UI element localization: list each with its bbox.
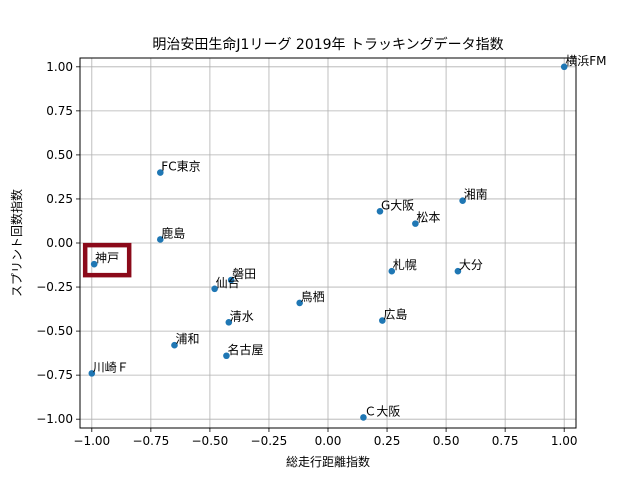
- data-point: [454, 267, 462, 275]
- y-tick-label: 1.00: [46, 60, 73, 74]
- x-tick-label: 0.25: [374, 434, 401, 448]
- y-tick-label: 0.75: [46, 104, 73, 118]
- data-point: [90, 260, 98, 268]
- y-tick-label: −0.25: [36, 280, 73, 294]
- point-label: 清水: [230, 309, 254, 323]
- data-point: [223, 352, 230, 360]
- data-point: [412, 220, 419, 227]
- axis-ticks: −1.00 −0.75 −0.50 −0.25 0.00 0.25 0.50 0.75 1.00…: [36, 60, 577, 448]
- data-point: [296, 299, 303, 307]
- data-point: [560, 63, 568, 71]
- x-tick-label: 0.50: [433, 434, 460, 448]
- data-point: [459, 197, 466, 205]
- data-point: [360, 414, 367, 421]
- point-label: 湘南: [464, 187, 488, 202]
- data-point: [225, 318, 233, 326]
- y-tick-label: −0.50: [36, 324, 73, 338]
- x-tick-label: −0.25: [251, 434, 288, 448]
- chart-title: 明治安田生命J1リーグ 2019年 トラッキングデータ指数: [152, 36, 503, 53]
- x-tick-label: −0.50: [192, 434, 229, 448]
- plot-frame: [79, 57, 577, 429]
- point-label: G大阪: [381, 198, 414, 212]
- data-point: [211, 285, 218, 293]
- x-tick-label: −0.75: [132, 434, 169, 448]
- y-tick-label: 0.00: [46, 236, 73, 250]
- data-point: [388, 267, 396, 275]
- point-label: 松本: [416, 211, 440, 225]
- y-axis-title: スプリント回数指数: [9, 189, 24, 297]
- data-point: [376, 207, 384, 215]
- grid: [80, 58, 576, 428]
- point-label: 名古屋: [227, 342, 263, 357]
- x-tick-label: 0.00: [315, 434, 342, 448]
- point-label: 鳥栖: [301, 289, 325, 304]
- y-tick-label: 0.25: [46, 192, 73, 206]
- y-tick-label: 0.50: [46, 148, 73, 162]
- point-label: FC東京: [161, 160, 200, 174]
- point-label: 浦和: [175, 332, 199, 346]
- point-label: 広島: [383, 307, 407, 322]
- point-label: 横浜FM: [565, 54, 606, 68]
- data-point: [171, 341, 178, 349]
- point-label: 仙台: [216, 275, 240, 290]
- data-point: [157, 236, 164, 243]
- x-tick-label: 0.75: [492, 434, 519, 448]
- highlight-box: [82, 242, 132, 278]
- x-axis-title: 総走行距離指数: [286, 454, 370, 469]
- point-label: 鹿島: [161, 225, 185, 240]
- y-tick-label: −1.00: [36, 412, 73, 426]
- data-point: [227, 276, 235, 284]
- x-tick-label: −1.00: [73, 434, 110, 448]
- data-point: [379, 317, 386, 324]
- point-label: 大分: [459, 258, 483, 272]
- y-tick-label: −0.75: [36, 368, 73, 382]
- data-points: [88, 63, 568, 421]
- data-point: [88, 370, 96, 377]
- data-point: [157, 169, 164, 176]
- point-label: 札幌: [393, 257, 417, 272]
- highlight-rect: [82, 242, 132, 278]
- x-tick-label: 1.00: [551, 434, 578, 448]
- point-label: 川崎Ｆ: [93, 360, 129, 374]
- point-label: 神戸: [95, 251, 119, 265]
- point-label: 磐田: [232, 267, 256, 281]
- point-label: Ｃ大阪: [364, 404, 400, 418]
